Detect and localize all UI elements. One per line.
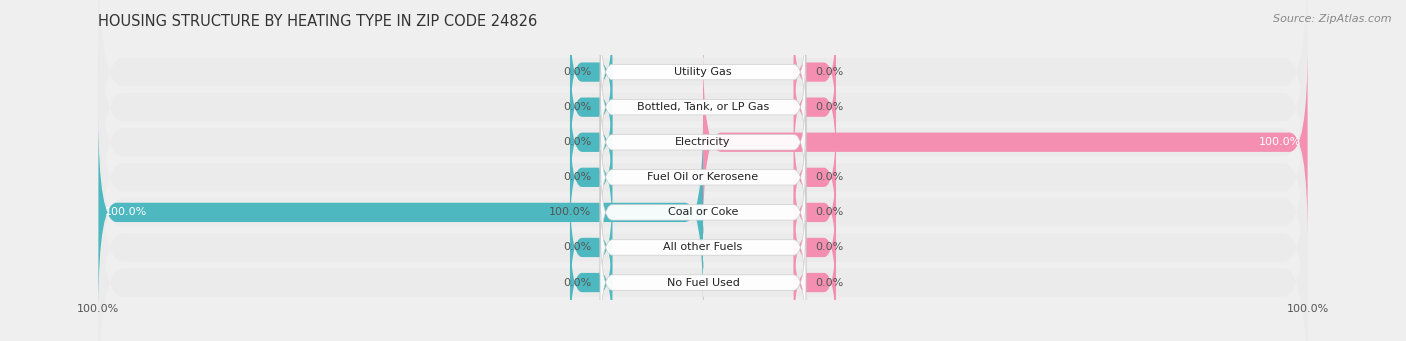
FancyBboxPatch shape	[569, 222, 613, 341]
Text: 0.0%: 0.0%	[562, 242, 591, 252]
FancyBboxPatch shape	[703, 47, 1308, 238]
FancyBboxPatch shape	[98, 156, 1308, 341]
FancyBboxPatch shape	[600, 115, 806, 240]
FancyBboxPatch shape	[793, 12, 837, 133]
FancyBboxPatch shape	[98, 117, 703, 308]
Text: Electricity: Electricity	[675, 137, 731, 147]
Text: Utility Gas: Utility Gas	[675, 67, 731, 77]
FancyBboxPatch shape	[793, 117, 837, 238]
FancyBboxPatch shape	[793, 152, 837, 273]
Text: Fuel Oil or Kerosene: Fuel Oil or Kerosene	[647, 172, 759, 182]
FancyBboxPatch shape	[793, 222, 837, 341]
Text: 0.0%: 0.0%	[562, 137, 591, 147]
Text: 100.0%: 100.0%	[1260, 137, 1302, 147]
Text: 100.0%: 100.0%	[104, 207, 146, 218]
Text: No Fuel Used: No Fuel Used	[666, 278, 740, 287]
FancyBboxPatch shape	[793, 47, 837, 168]
FancyBboxPatch shape	[600, 80, 806, 205]
FancyBboxPatch shape	[98, 0, 1308, 234]
Text: Bottled, Tank, or LP Gas: Bottled, Tank, or LP Gas	[637, 102, 769, 112]
Text: 100.0%: 100.0%	[548, 207, 591, 218]
Text: 0.0%: 0.0%	[815, 172, 844, 182]
Text: Source: ZipAtlas.com: Source: ZipAtlas.com	[1274, 14, 1392, 24]
FancyBboxPatch shape	[569, 47, 613, 168]
FancyBboxPatch shape	[600, 150, 806, 275]
FancyBboxPatch shape	[98, 86, 1308, 339]
Text: 0.0%: 0.0%	[562, 67, 591, 77]
FancyBboxPatch shape	[600, 10, 806, 135]
FancyBboxPatch shape	[569, 117, 613, 238]
FancyBboxPatch shape	[98, 121, 1308, 341]
Text: 0.0%: 0.0%	[815, 278, 844, 287]
Text: 0.0%: 0.0%	[815, 102, 844, 112]
Text: 0.0%: 0.0%	[815, 67, 844, 77]
FancyBboxPatch shape	[793, 187, 837, 308]
FancyBboxPatch shape	[98, 16, 1308, 268]
Text: 0.0%: 0.0%	[562, 278, 591, 287]
FancyBboxPatch shape	[569, 12, 613, 133]
FancyBboxPatch shape	[600, 185, 806, 310]
FancyBboxPatch shape	[98, 51, 1308, 303]
Text: HOUSING STRUCTURE BY HEATING TYPE IN ZIP CODE 24826: HOUSING STRUCTURE BY HEATING TYPE IN ZIP…	[98, 14, 537, 29]
FancyBboxPatch shape	[569, 82, 613, 203]
FancyBboxPatch shape	[600, 220, 806, 341]
FancyBboxPatch shape	[600, 45, 806, 169]
Text: 0.0%: 0.0%	[562, 172, 591, 182]
Text: Coal or Coke: Coal or Coke	[668, 207, 738, 218]
FancyBboxPatch shape	[569, 187, 613, 308]
Text: 0.0%: 0.0%	[562, 102, 591, 112]
Text: 0.0%: 0.0%	[815, 207, 844, 218]
Text: All other Fuels: All other Fuels	[664, 242, 742, 252]
Text: 0.0%: 0.0%	[815, 242, 844, 252]
FancyBboxPatch shape	[98, 0, 1308, 198]
